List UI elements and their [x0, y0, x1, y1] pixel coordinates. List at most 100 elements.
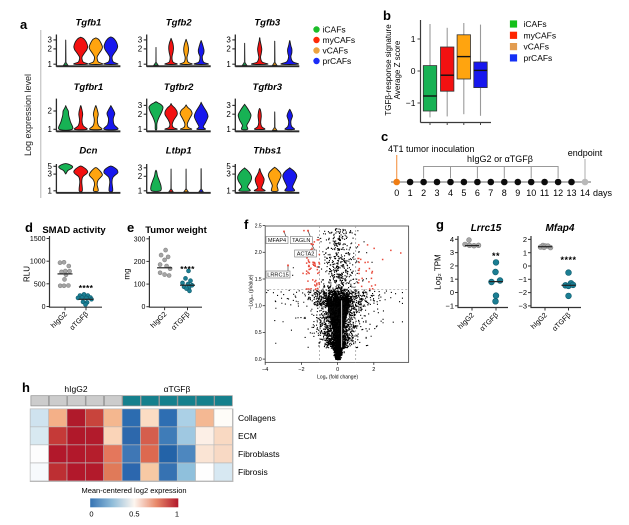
- svg-text:1: 1: [411, 34, 416, 44]
- svg-text:−4: −4: [262, 367, 268, 373]
- svg-text:a: a: [20, 17, 28, 32]
- svg-text:0: 0: [42, 304, 46, 311]
- svg-text:Fibrosis: Fibrosis: [238, 467, 268, 477]
- svg-text:**: **: [492, 251, 500, 261]
- svg-text:TGFβ-response signature: TGFβ-response signature: [384, 24, 393, 116]
- svg-text:h: h: [22, 380, 30, 395]
- svg-text:days: days: [593, 188, 613, 198]
- svg-text:Tgfb3: Tgfb3: [254, 18, 281, 29]
- svg-text:vCAFs: vCAFs: [323, 46, 349, 56]
- svg-text:Average Z score: Average Z score: [393, 40, 402, 99]
- svg-text:−Log₁₀ (pValue): −Log₁₀ (pValue): [249, 274, 255, 309]
- svg-text:myCAFs: myCAFs: [323, 35, 356, 45]
- svg-text:Log expression level: Log expression level: [23, 74, 33, 156]
- svg-text:12: 12: [553, 188, 563, 198]
- svg-text:1: 1: [47, 125, 52, 134]
- svg-text:Fibroblasts: Fibroblasts: [238, 449, 280, 459]
- svg-text:1.5: 1.5: [255, 277, 262, 283]
- svg-text:Log₂ (fold change): Log₂ (fold change): [317, 375, 358, 381]
- svg-text:10: 10: [526, 188, 536, 198]
- svg-text:3: 3: [138, 101, 143, 110]
- svg-text:Mfap4: Mfap4: [546, 223, 575, 234]
- svg-text:****: ****: [180, 264, 195, 274]
- svg-text:αTGFβ: αTGFβ: [164, 384, 191, 394]
- svg-text:hIgG2 or αTGFβ: hIgG2 or αTGFβ: [467, 154, 533, 164]
- svg-text:5: 5: [461, 188, 466, 198]
- svg-text:2: 2: [523, 235, 527, 244]
- svg-text:1: 1: [47, 186, 52, 195]
- svg-text:1: 1: [226, 125, 231, 134]
- svg-text:Tgfb2: Tgfb2: [166, 18, 193, 29]
- svg-text:2: 2: [226, 45, 231, 54]
- svg-text:0.5: 0.5: [255, 330, 262, 336]
- svg-text:Log₂ TPM: Log₂ TPM: [434, 254, 443, 290]
- svg-text:3: 3: [138, 163, 143, 172]
- svg-text:500: 500: [34, 281, 46, 288]
- svg-text:1: 1: [138, 60, 143, 69]
- svg-text:Lrrc15: Lrrc15: [471, 223, 502, 234]
- svg-text:5: 5: [226, 162, 231, 171]
- svg-text:3: 3: [47, 36, 52, 45]
- svg-text:Thbs1: Thbs1: [253, 146, 281, 157]
- svg-text:1: 1: [175, 510, 179, 519]
- svg-text:3: 3: [434, 188, 439, 198]
- svg-text:0: 0: [89, 510, 93, 519]
- svg-text:1: 1: [408, 188, 413, 198]
- svg-text:300: 300: [134, 236, 146, 243]
- svg-text:LRRC15: LRRC15: [267, 272, 288, 278]
- svg-text:8: 8: [502, 188, 507, 198]
- svg-text:0.5: 0.5: [129, 510, 139, 519]
- svg-text:RLU: RLU: [23, 266, 32, 282]
- svg-text:9: 9: [515, 188, 520, 198]
- svg-text:SMAD activity: SMAD activity: [42, 225, 106, 236]
- svg-text:0: 0: [523, 262, 527, 271]
- svg-text:prCAFs: prCAFs: [524, 53, 553, 63]
- svg-text:1000: 1000: [30, 259, 46, 266]
- svg-text:11: 11: [540, 188, 549, 198]
- svg-text:vCAFs: vCAFs: [524, 42, 550, 52]
- svg-text:2.5: 2.5: [255, 223, 262, 229]
- svg-text:2: 2: [421, 188, 426, 198]
- svg-text:5: 5: [47, 162, 52, 171]
- svg-text:2: 2: [47, 45, 52, 54]
- svg-text:****: ****: [560, 255, 576, 265]
- svg-text:Collagens: Collagens: [238, 413, 276, 423]
- svg-text:d: d: [25, 220, 33, 235]
- svg-text:ACTA2: ACTA2: [297, 251, 315, 257]
- svg-text:200: 200: [134, 259, 146, 266]
- svg-text:0: 0: [336, 367, 339, 373]
- svg-text:1: 1: [226, 60, 231, 69]
- svg-text:Tgfbr2: Tgfbr2: [164, 82, 194, 93]
- svg-text:Mean-centered log2 expression: Mean-centered log2 expression: [81, 486, 186, 495]
- svg-text:1.0: 1.0: [255, 304, 262, 310]
- svg-text:−1: −1: [518, 275, 527, 284]
- svg-text:3: 3: [226, 170, 231, 179]
- svg-text:3: 3: [450, 248, 454, 257]
- svg-text:mg: mg: [122, 268, 131, 279]
- svg-text:Dcn: Dcn: [79, 146, 97, 157]
- svg-text:2: 2: [226, 110, 231, 119]
- svg-text:iCAFs: iCAFs: [524, 19, 547, 29]
- svg-text:1: 1: [138, 186, 143, 195]
- svg-text:4: 4: [448, 188, 453, 198]
- svg-text:14: 14: [580, 188, 590, 198]
- svg-text:e: e: [127, 220, 134, 235]
- svg-text:2: 2: [138, 110, 143, 119]
- svg-text:13: 13: [566, 188, 576, 198]
- svg-text:1: 1: [523, 248, 527, 257]
- svg-text:ECM: ECM: [238, 431, 257, 441]
- svg-text:prCAFs: prCAFs: [323, 56, 352, 66]
- svg-text:0: 0: [141, 304, 145, 311]
- svg-text:0.0: 0.0: [255, 357, 262, 363]
- svg-text:Tumor weight: Tumor weight: [145, 225, 207, 236]
- svg-text:0: 0: [450, 288, 454, 297]
- svg-text:6: 6: [475, 188, 480, 198]
- svg-text:0: 0: [394, 188, 399, 198]
- svg-text:100: 100: [134, 282, 146, 289]
- svg-text:4T1 tumor inoculation: 4T1 tumor inoculation: [388, 144, 475, 154]
- svg-text:−1: −1: [406, 98, 416, 108]
- svg-text:7: 7: [488, 188, 493, 198]
- svg-text:c: c: [381, 129, 388, 144]
- svg-text:2.0: 2.0: [255, 250, 262, 256]
- svg-text:Tgfb1: Tgfb1: [75, 18, 101, 29]
